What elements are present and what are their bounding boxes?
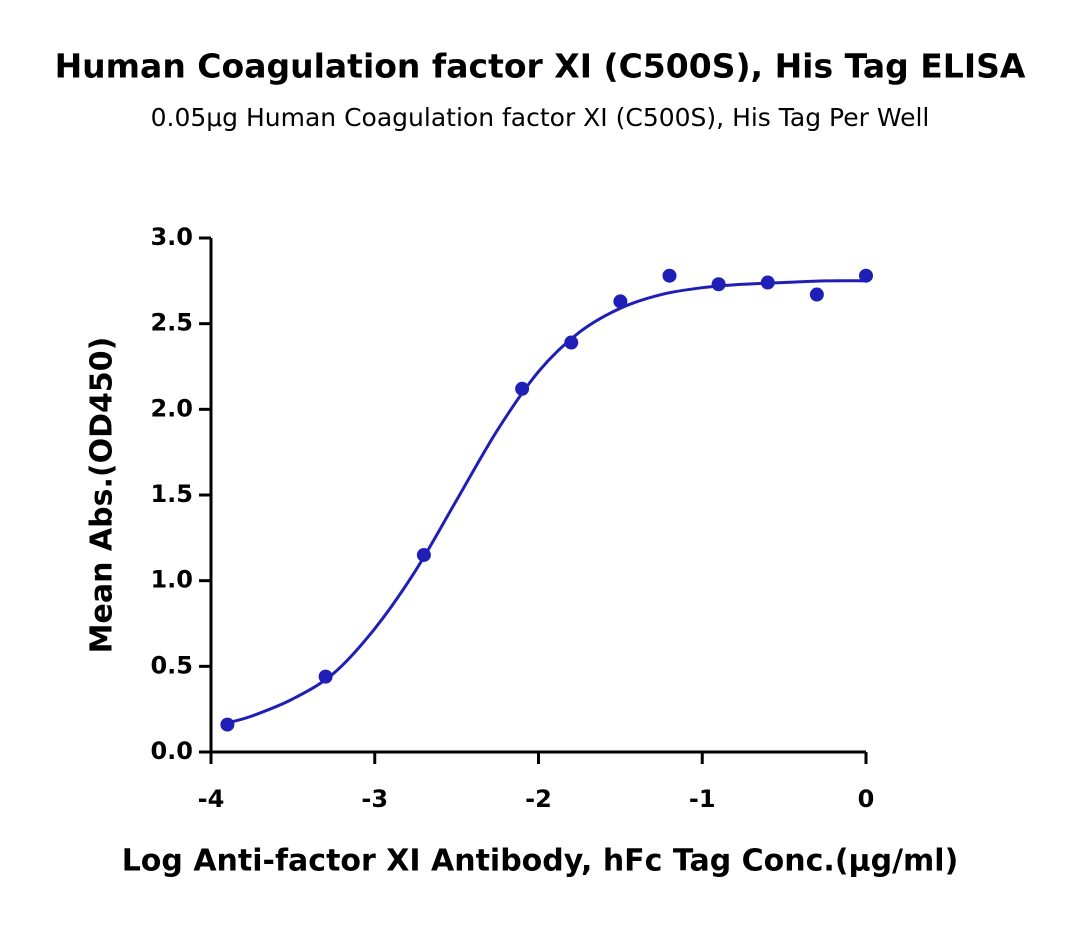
chart-title: Human Coagulation factor XI (C500S), His… — [55, 47, 1026, 86]
y-tick-label: 0.0 — [150, 737, 193, 765]
x-tick-label: -1 — [689, 785, 716, 813]
data-point — [220, 717, 235, 732]
x-tick-label: -4 — [198, 785, 225, 813]
data-point — [564, 335, 579, 350]
y-tick-label: 1.0 — [150, 566, 193, 594]
y-axis-label: Mean Abs.(OD450) — [85, 337, 120, 654]
data-point — [613, 294, 628, 309]
x-tick-label: -2 — [525, 785, 552, 813]
y-tick-label: 2.0 — [150, 394, 193, 422]
y-tick-label: 1.5 — [150, 480, 193, 508]
data-point — [662, 268, 677, 283]
data-point — [515, 381, 530, 396]
data-point — [859, 268, 873, 283]
fit-curve — [226, 279, 867, 725]
y-tick-label: 2.5 — [150, 309, 193, 337]
chart-subtitle: 0.05μg Human Coagulation factor XI (C500… — [151, 103, 930, 132]
y-tick-label: 3.0 — [150, 223, 193, 251]
data-point — [809, 287, 824, 302]
x-axis-label: Log Anti-factor XI Antibody, hFc Tag Con… — [122, 844, 959, 879]
x-tick-label: 0 — [858, 785, 875, 813]
data-point — [318, 669, 333, 684]
x-tick-label: -3 — [361, 785, 388, 813]
y-tick-label: 0.5 — [150, 651, 193, 679]
